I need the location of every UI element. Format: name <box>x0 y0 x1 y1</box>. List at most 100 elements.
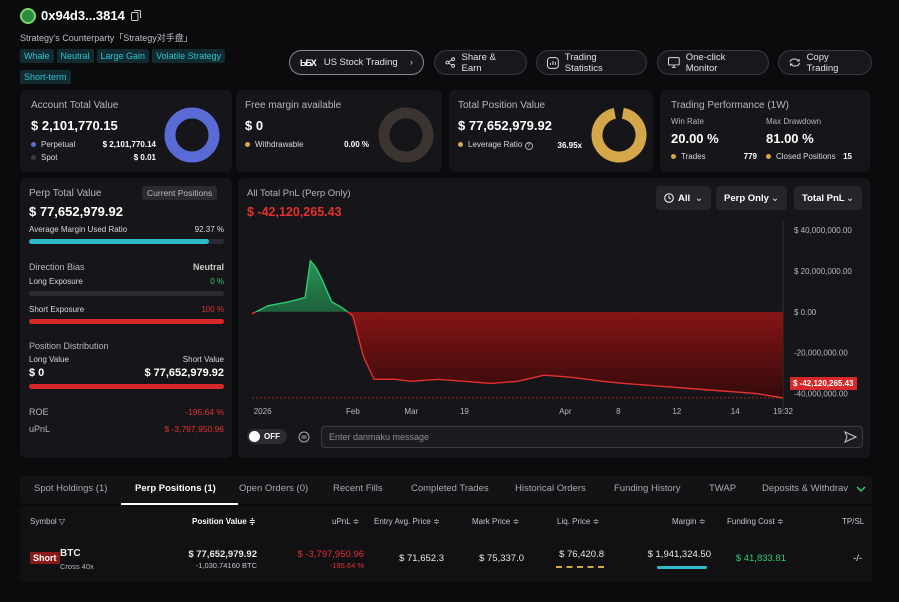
max-drawdown-value: 81.00 % <box>766 131 814 146</box>
monitor-label: One-click Monitor <box>685 51 726 74</box>
positions-tab-bar: Spot Holdings (1) Perp Positions (1) Ope… <box>20 476 872 505</box>
chart-title: All Total PnL (Perp Only) <box>247 188 351 199</box>
trades-row: Trades 779 <box>671 152 757 161</box>
col-margin[interactable]: Margin ≑ <box>672 517 706 526</box>
one-click-monitor-button[interactable]: One-click Monitor <box>657 50 769 75</box>
withdrawable-row: Withdrawable 0.00 % <box>245 140 369 149</box>
positions-table <box>20 506 872 582</box>
position-value: $ 77,652,979.92 <box>458 118 552 133</box>
position-title: Total Position Value <box>458 100 546 111</box>
tab-spot-holdings[interactable]: Spot Holdings (1) <box>34 483 108 494</box>
margin-donut <box>378 107 434 163</box>
entry-price: $ 71,652.3 <box>399 553 444 564</box>
tpsl-value[interactable]: -/- <box>853 553 862 564</box>
closed-row: Closed Positions 15 <box>766 152 852 161</box>
series-line-positive <box>254 259 349 312</box>
tag-whale: Whale <box>20 49 54 63</box>
perp-filter-dropdown[interactable]: Perp Only ⌄ <box>716 186 787 210</box>
perp-filter-label: Perp Only <box>724 192 769 204</box>
performance-title: Trading Performance (1W) <box>671 100 789 111</box>
pnl-type-dropdown[interactable]: Total PnL ⌄ <box>794 186 862 210</box>
danmaku-input[interactable]: Enter danmaku message <box>321 426 863 448</box>
danmaku-placeholder: Enter danmaku message <box>329 432 430 442</box>
max-drawdown-label: Max Drawdown <box>766 117 822 126</box>
filter-icon[interactable]: ▽ <box>58 517 66 526</box>
tab-twap[interactable]: TWAP <box>709 483 737 494</box>
copy-trading-button[interactable]: Copy Trading <box>778 50 872 75</box>
y-tick-label: $ 20,000,000.00 <box>794 267 852 276</box>
distribution-values: $ 0 $ 77,652,979.92 <box>29 367 224 379</box>
col-mark[interactable]: Mark Price ≑ <box>472 517 520 526</box>
danmaku-toggle[interactable]: OFF <box>247 429 287 444</box>
current-value-label: $ -42,120,265.43 <box>790 377 857 390</box>
tab-perp-positions[interactable]: Perp Positions (1) <box>135 483 216 494</box>
y-tick-label: -40,000,000.00 <box>794 390 848 399</box>
spot-dot <box>31 155 36 161</box>
margin-title: Free margin available <box>245 100 342 111</box>
y-axis: $ 40,000,000.00 $ 20,000,000.00 $ 0.00 -20,… <box>794 226 852 398</box>
sort-icon[interactable]: ≑ <box>698 517 706 526</box>
col-position-value[interactable]: Position Value ≑ <box>192 517 256 526</box>
free-margin-card: Free margin available $ 0 Withdrawable 0.… <box>236 90 442 172</box>
x-tick-label: 19:32 <box>773 407 794 416</box>
margin-value: $ 0 <box>245 118 264 133</box>
sort-icon[interactable]: ≑ <box>592 517 600 526</box>
distribution-labels: Long Value Short Value <box>29 355 224 364</box>
side-badge: Short <box>30 552 60 564</box>
perpetual-row: Perpetual $ 2,101,770.14 <box>31 140 156 149</box>
y-tick-label: $ 0.00 <box>794 308 817 317</box>
current-positions-button[interactable]: Current Positions <box>142 186 218 200</box>
spot-row: Spot $ 0.01 <box>31 153 156 162</box>
tab-historical-orders[interactable]: Historical Orders <box>515 483 586 494</box>
x-axis: 2026 Feb Mar 19 Apr 8 12 14 19:32 <box>254 407 794 416</box>
area-fill-negative <box>252 311 783 398</box>
col-liq[interactable]: Liq. Price ≑ <box>557 517 600 526</box>
sort-icon[interactable]: ≑ <box>512 517 520 526</box>
col-entry[interactable]: Entry Avg. Price ≑ <box>374 517 440 526</box>
short-exposure-fill <box>29 319 224 324</box>
range-dropdown[interactable]: All ⌄ <box>656 186 711 210</box>
tab-open-orders[interactable]: Open Orders (0) <box>239 483 309 494</box>
share-earn-button[interactable]: Share & Earn <box>434 50 527 75</box>
share-label: Share & Earn <box>461 51 496 74</box>
tag-list: Whale Neutral Large Gain Volatile Strategy S… <box>20 46 260 88</box>
range-label: All <box>678 192 691 204</box>
liq-distance-indicator <box>556 566 604 568</box>
direction-bias-row: Direction Bias Neutral <box>29 262 224 272</box>
leverage-dot <box>458 142 463 148</box>
pnl-type-label: Total PnL <box>802 192 845 204</box>
trading-statistics-button[interactable]: Trading Statistics <box>536 50 647 75</box>
upnl-row: uPnL $ -3,797,950.96 <box>29 424 224 434</box>
sort-icon[interactable]: ≑ <box>433 517 440 526</box>
x-tick-label: Apr <box>559 407 572 416</box>
chart-area <box>251 259 784 399</box>
position-size: -1,030.74160 BTC <box>195 561 257 570</box>
margin-bar-fill <box>657 566 707 569</box>
chevron-down-icon: ⌄ <box>846 192 854 204</box>
col-upnl[interactable]: uPnL ≑ <box>332 517 360 526</box>
sort-icon[interactable]: ≑ <box>352 517 360 526</box>
withdrawable-dot <box>245 142 250 148</box>
sort-icon[interactable]: ≑ <box>776 517 784 526</box>
chevron-down-icon[interactable] <box>856 486 866 493</box>
long-exposure-bar <box>29 291 224 296</box>
tab-funding-history[interactable]: Funding History <box>614 483 681 494</box>
distribution-bar <box>29 384 224 389</box>
series-line-negative <box>251 311 784 399</box>
tab-completed-trades[interactable]: Completed Trades <box>411 483 489 494</box>
short-exposure-bar <box>29 319 224 324</box>
us-stock-trading-button[interactable]: ЬБХ US Stock Trading › <box>289 50 424 75</box>
symbol-name[interactable]: BTC <box>60 548 81 559</box>
sort-icon[interactable]: ≑ <box>248 517 256 526</box>
col-funding[interactable]: Funding Cost ≑ <box>727 517 784 526</box>
copy-icon[interactable] <box>131 10 141 21</box>
col-symbol[interactable]: Symbol ▽ <box>30 517 66 526</box>
tab-recent-fills[interactable]: Recent Fills <box>333 483 383 494</box>
danmaku-settings-icon[interactable] <box>298 431 310 443</box>
col-tpsl: TP/SL <box>842 517 865 526</box>
tab-deposits-withdrawals[interactable]: Deposits & Withdrav <box>762 483 849 494</box>
tag-volatile: Volatile Strategy <box>152 49 226 63</box>
distribution-fill <box>29 384 224 389</box>
info-icon[interactable]: ? <box>524 142 533 150</box>
send-icon[interactable] <box>844 431 857 443</box>
